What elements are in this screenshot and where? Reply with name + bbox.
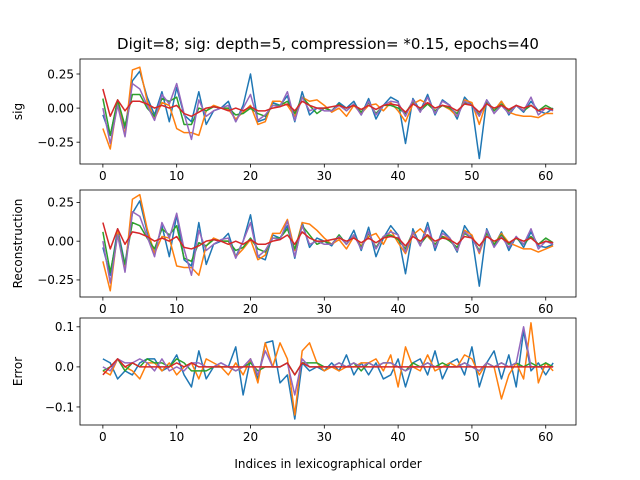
x-tick-label: 50 [464, 169, 479, 183]
series-line-4 [102, 358, 554, 376]
chart-panel-0: 0 10 20 30 40 50 60 −0.25 0.00 0.25 sig [11, 58, 577, 183]
x-tick-label: 20 [243, 430, 258, 444]
x-axis-label: Indices in lexicographical order [234, 457, 421, 471]
x-tick-label: 60 [538, 430, 553, 444]
x-tick-label: 30 [317, 169, 332, 183]
x-tick-label: 10 [169, 302, 184, 316]
x-tick-label: 30 [317, 430, 332, 444]
axes-frame [79, 317, 577, 426]
series-line-3 [102, 82, 554, 145]
series-group [102, 193, 554, 292]
y-tick-label: 0.1 [55, 320, 74, 334]
series-line-4 [102, 88, 554, 118]
chart-panel-2: 0 10 20 30 40 50 60 −0.1 0.0 0.1 Error [11, 317, 577, 444]
y-axis-label: sig [11, 103, 25, 120]
x-tick-label: 60 [538, 302, 553, 316]
series-line-1 [102, 322, 554, 416]
x-tick-label: 0 [99, 302, 107, 316]
x-tick-label: 20 [243, 302, 258, 316]
x-tick-label: 50 [464, 302, 479, 316]
y-tick-label: 0.25 [47, 67, 74, 81]
x-tick-label: 30 [317, 302, 332, 316]
x-tick-label: 0 [99, 430, 107, 444]
axes-frame [79, 58, 577, 165]
x-tick-label: 60 [538, 169, 553, 183]
y-axis-label: Error [11, 357, 25, 386]
chart-panel-1: 0 10 20 30 40 50 60 −0.25 0.00 0.25 Reconstruction [11, 189, 577, 316]
x-tick-label: 10 [169, 169, 184, 183]
axes-frame [79, 189, 577, 298]
y-tick-label: −0.1 [45, 400, 74, 414]
y-axis-label: Reconstruction [11, 199, 25, 289]
x-tick-label: 40 [390, 169, 405, 183]
x-tick-label: 10 [169, 430, 184, 444]
x-tick-label: 0 [99, 169, 107, 183]
y-tick-label: −0.25 [37, 135, 74, 149]
x-tick-label: 40 [390, 302, 405, 316]
x-tick-label: 20 [243, 169, 258, 183]
series-group [102, 66, 554, 160]
series-line-4 [102, 222, 554, 250]
y-tick-label: 0.00 [47, 234, 74, 248]
y-tick-label: 0.25 [47, 196, 74, 210]
x-tick-label: 50 [464, 430, 479, 444]
y-tick-label: 0.00 [47, 101, 74, 115]
figure-title: Digit=8; sig: depth=5, compression= *0.1… [117, 35, 539, 53]
x-tick-label: 40 [390, 430, 405, 444]
y-tick-label: 0.0 [55, 360, 74, 374]
series-line-3 [102, 210, 554, 284]
series-group [102, 322, 554, 420]
y-tick-label: −0.25 [37, 273, 74, 287]
